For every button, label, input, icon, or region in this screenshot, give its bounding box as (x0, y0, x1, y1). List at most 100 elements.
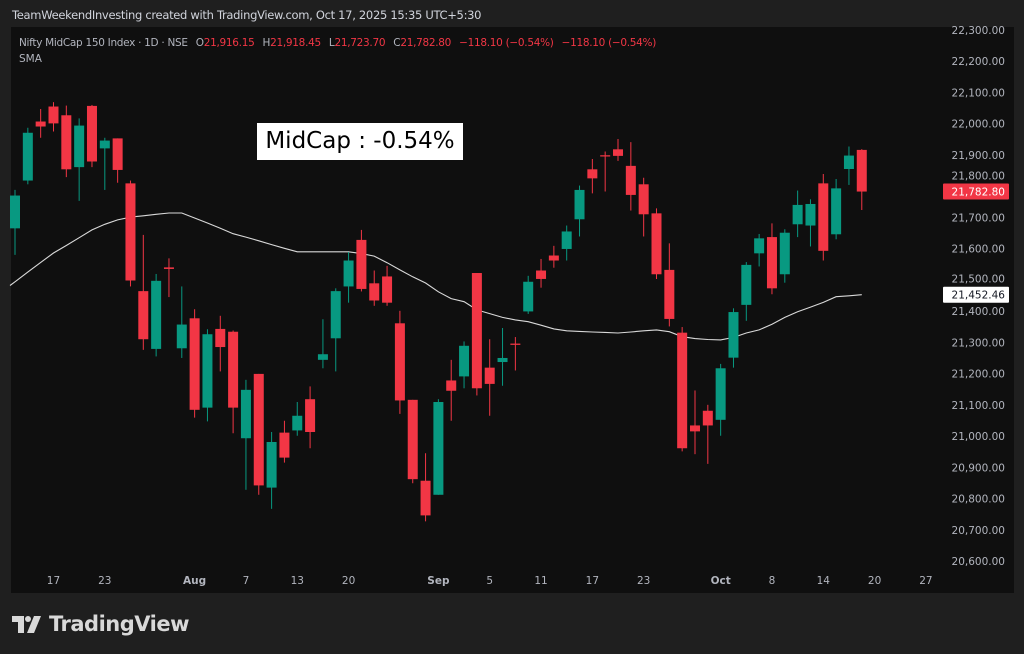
y-axis-ticks: 22,300.00 22,200.00 22,100.00 22,000.00 21,9… (952, 25, 1005, 568)
candle[interactable] (215, 315, 226, 372)
candle-body (356, 239, 367, 289)
last-price-label: 21,782.80 (943, 183, 1009, 200)
candle[interactable] (677, 327, 688, 452)
candle[interactable] (818, 173, 829, 261)
candle[interactable] (561, 225, 572, 261)
candle[interactable] (240, 379, 251, 490)
candle[interactable] (125, 180, 136, 287)
candle-body (741, 264, 752, 305)
candle[interactable] (253, 373, 264, 495)
candle-body (587, 169, 598, 179)
candle[interactable] (330, 288, 341, 372)
candle[interactable] (536, 258, 547, 288)
price-axis[interactable] (938, 27, 1014, 593)
candle-body (317, 354, 328, 360)
candle[interactable] (163, 258, 174, 298)
candle[interactable] (792, 190, 803, 238)
candle[interactable] (292, 402, 303, 436)
candle[interactable] (394, 310, 405, 414)
candle[interactable] (382, 265, 393, 306)
tradingview-logo-icon (12, 615, 41, 633)
candle[interactable] (459, 341, 470, 389)
candle[interactable] (446, 359, 457, 421)
logo-text: TradingView (49, 612, 189, 636)
candle[interactable] (728, 308, 739, 368)
candle[interactable] (343, 252, 354, 303)
candle[interactable] (369, 270, 380, 306)
candle[interactable] (548, 245, 559, 268)
candle[interactable] (625, 142, 636, 211)
candle-body (805, 203, 816, 226)
candle[interactable] (22, 127, 33, 185)
candle-body (163, 267, 174, 269)
candle[interactable] (702, 404, 713, 464)
candle[interactable] (228, 330, 239, 434)
candle-body (484, 367, 495, 384)
candle[interactable] (61, 105, 72, 178)
candle[interactable] (574, 185, 585, 237)
x-tick-label: Sep (427, 575, 450, 587)
candle[interactable] (48, 102, 59, 132)
candle[interactable] (766, 223, 777, 295)
candle[interactable] (138, 234, 149, 350)
candle[interactable] (741, 262, 752, 321)
y-tick-label: 20,800.00 (952, 494, 1005, 506)
candle[interactable] (689, 390, 700, 455)
candle[interactable] (407, 399, 418, 484)
candle[interactable] (600, 151, 611, 192)
candle[interactable] (831, 178, 842, 240)
candle-body (728, 312, 739, 358)
candle-body (279, 432, 290, 458)
candle[interactable] (843, 146, 854, 185)
candle[interactable] (510, 337, 521, 371)
candle[interactable] (613, 139, 624, 161)
candle[interactable] (266, 431, 277, 509)
candle[interactable] (305, 386, 316, 449)
candle[interactable] (779, 229, 790, 283)
candle-body (138, 291, 149, 340)
y-tick-label: 21,700.00 (952, 212, 1005, 224)
candle[interactable] (112, 138, 123, 183)
candle[interactable] (10, 189, 20, 255)
y-tick-label: 22,300.00 (952, 25, 1005, 37)
candle-body (305, 399, 316, 432)
candle[interactable] (856, 149, 867, 211)
y-tick-label: 22,100.00 (952, 87, 1005, 99)
candle[interactable] (805, 199, 816, 247)
candle[interactable] (176, 286, 187, 358)
candle[interactable] (523, 275, 534, 314)
y-tick-label: 20,900.00 (952, 462, 1005, 474)
candle[interactable] (189, 309, 200, 418)
candle[interactable] (715, 363, 726, 436)
candle[interactable] (151, 273, 162, 357)
candle[interactable] (638, 177, 649, 237)
candle-body (754, 238, 765, 254)
candle[interactable] (754, 233, 765, 267)
candle[interactable] (587, 159, 598, 194)
candle[interactable] (664, 243, 675, 327)
sma-indicator-label[interactable]: SMA (19, 53, 42, 65)
y-tick-label: 21,000.00 (952, 431, 1005, 443)
x-tick-label: 17 (586, 575, 599, 587)
candle[interactable] (651, 208, 662, 279)
candle[interactable] (420, 453, 431, 522)
candle[interactable] (471, 273, 482, 396)
candle-body (574, 189, 585, 220)
candle[interactable] (86, 104, 97, 168)
candle[interactable] (74, 118, 85, 201)
symbol-name[interactable]: Nifty MidCap 150 Index · 1D · NSE (19, 37, 188, 49)
y-tick-label: 21,200.00 (952, 369, 1005, 381)
candle[interactable] (317, 319, 328, 369)
candle-body (112, 138, 123, 170)
candle[interactable] (99, 137, 110, 190)
candle[interactable] (202, 329, 213, 422)
y-tick-label: 21,500.00 (952, 274, 1005, 286)
candle[interactable] (497, 327, 508, 386)
candle[interactable] (356, 229, 367, 292)
candle[interactable] (433, 399, 444, 495)
candle[interactable] (279, 420, 290, 463)
candle[interactable] (35, 109, 46, 138)
candle[interactable] (484, 339, 495, 416)
high-label: H (262, 37, 271, 49)
